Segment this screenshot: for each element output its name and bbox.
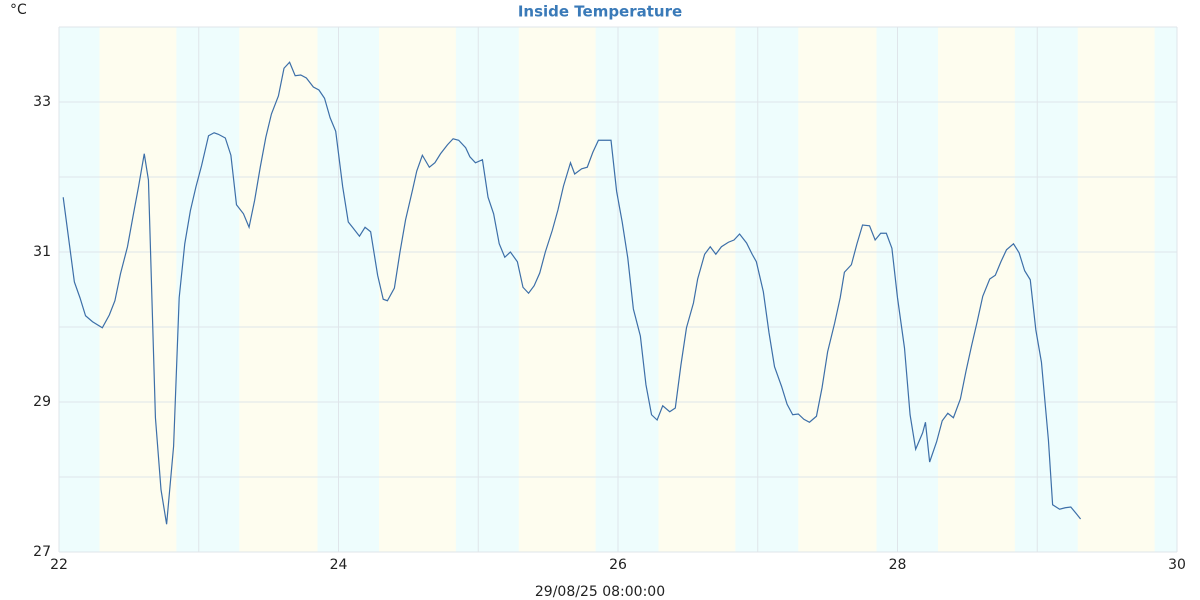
night-band (1014, 27, 1078, 552)
x-axis-label: 29/08/25 08:00:00 (535, 584, 665, 600)
y-tick-label: 31 (33, 244, 51, 260)
y-tick-label: 29 (33, 394, 51, 410)
y-tick-label: 27 (33, 544, 51, 560)
x-tick-label: 24 (330, 557, 348, 573)
night-band (455, 27, 519, 552)
night-band (595, 27, 659, 552)
night-band (317, 27, 380, 552)
x-tick-label: 28 (889, 557, 907, 573)
night-band (59, 27, 100, 552)
night-band (176, 27, 240, 552)
y-tick-label: 33 (33, 94, 51, 110)
x-tick-label: 22 (50, 557, 68, 573)
night-band (735, 27, 799, 552)
night-band (876, 27, 939, 552)
line (62, 61, 1082, 525)
unit-label: °C (10, 2, 27, 18)
x-tick-label: 26 (609, 557, 627, 573)
night-band (1154, 27, 1177, 552)
chart-title: Inside Temperature (518, 3, 682, 21)
x-tick-label: 30 (1168, 557, 1186, 573)
